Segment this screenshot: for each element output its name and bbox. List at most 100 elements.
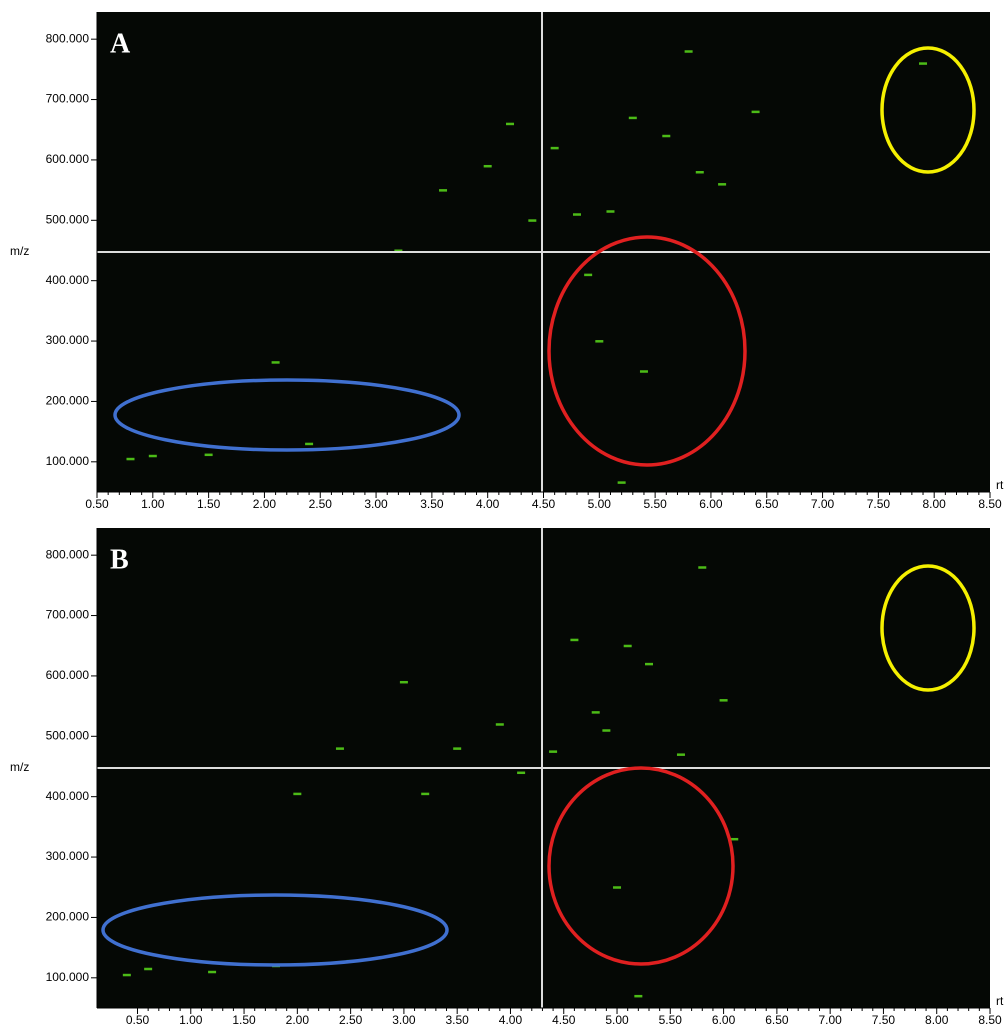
x-tick-label: 4.00 [499,1013,523,1027]
x-tick-label: 0.50 [126,1013,150,1027]
highlight-ellipse [101,893,449,967]
highlight-ellipse [113,378,461,452]
y-axis-label: m/z [10,244,29,258]
x-tick-label: 5.50 [643,497,667,511]
y-tick-label: 300.000 [46,849,90,863]
data-point [517,771,526,775]
data-point [528,219,537,222]
data-point [628,116,637,120]
data-point [421,792,430,796]
data-point [684,50,693,53]
data-point [495,723,504,726]
x-tick-label: 5.50 [659,1013,683,1027]
x-tick-label: 2.00 [286,1013,310,1027]
x-tick-label: 1.50 [197,497,221,511]
x-tick-label: 6.00 [712,1013,736,1027]
data-point [595,340,604,343]
data-point [606,210,615,213]
data-point [751,110,760,114]
x-tick-label: 3.50 [446,1013,470,1027]
highlight-ellipse [880,46,976,174]
y-tick-label: 600.000 [46,152,90,166]
data-point [676,753,685,756]
y-tick-label: 400.000 [46,789,90,803]
highlight-ellipse [547,235,747,467]
x-tick-label: 0.50 [85,497,109,511]
y-tick-label: 700.000 [46,608,90,622]
x-tick-label: 1.50 [232,1013,256,1027]
data-point [208,970,217,974]
data-point [144,967,153,971]
x-axis-label: rt [996,478,1004,492]
x-tick-label: 8.50 [978,1013,1002,1027]
data-point [698,566,707,569]
data-point [639,370,648,373]
x-tick-label: 4.50 [532,497,556,511]
x-tick-label: 7.50 [867,497,891,511]
panel-title: B [110,544,129,575]
data-point [634,994,643,998]
x-tick-label: 2.50 [339,1013,363,1027]
data-point [644,662,653,666]
y-tick-label: 300.000 [46,333,90,347]
data-point [695,171,704,174]
y-tick-label: 200.000 [46,394,90,408]
x-tick-label: 1.00 [179,1013,203,1027]
data-point [591,711,600,714]
data-point [122,973,131,977]
x-tick-label: 5.00 [588,497,612,511]
y-tick-label: 800.000 [46,547,90,561]
data-point [572,213,581,216]
x-tick-label: 5.00 [605,1013,629,1027]
data-point [271,361,280,364]
data-point [719,699,728,702]
x-tick-label: 2.50 [309,497,333,511]
data-point [453,747,462,750]
data-point [617,481,626,484]
panel-title: A [110,28,131,59]
x-tick-label: 6.50 [765,1013,789,1027]
data-point [483,164,492,168]
data-point [718,183,727,186]
x-tick-label: 4.50 [552,1013,576,1027]
x-tick-label: 3.00 [364,497,388,511]
y-tick-label: 500.000 [46,728,90,742]
x-tick-label: 7.00 [818,1013,842,1027]
y-tick-label: 700.000 [46,92,90,106]
data-point [570,638,579,642]
data-point [394,249,403,252]
data-point [399,680,408,684]
data-point [335,747,344,750]
y-axis-label: m/z [10,760,29,774]
y-tick-label: 100.000 [46,454,90,468]
data-point [919,62,928,65]
data-point [602,729,611,732]
data-point [623,644,632,648]
highlight-ellipse [547,766,735,966]
y-tick-label: 100.000 [46,970,90,984]
data-point [148,454,157,458]
highlight-ellipse [880,564,976,692]
data-point [293,792,302,796]
x-tick-label: 6.00 [699,497,723,511]
x-tick-label: 4.00 [476,497,500,511]
data-point [204,453,213,457]
data-point [549,750,558,753]
data-point [506,122,515,126]
data-point [126,457,135,461]
x-tick-label: 3.50 [420,497,444,511]
y-tick-label: 800.000 [46,31,90,45]
x-tick-label: 7.00 [811,497,835,511]
data-point [662,134,671,138]
x-axis-label: rt [996,994,1004,1008]
x-tick-label: 3.00 [392,1013,416,1027]
data-point [584,273,593,277]
x-tick-label: 8.00 [923,497,947,511]
x-tick-label: 8.50 [978,497,1002,511]
data-point [730,837,739,841]
data-point [613,886,622,889]
x-tick-label: 8.00 [925,1013,949,1027]
data-point [305,442,314,446]
y-tick-label: 600.000 [46,668,90,682]
y-tick-label: 200.000 [46,910,90,924]
